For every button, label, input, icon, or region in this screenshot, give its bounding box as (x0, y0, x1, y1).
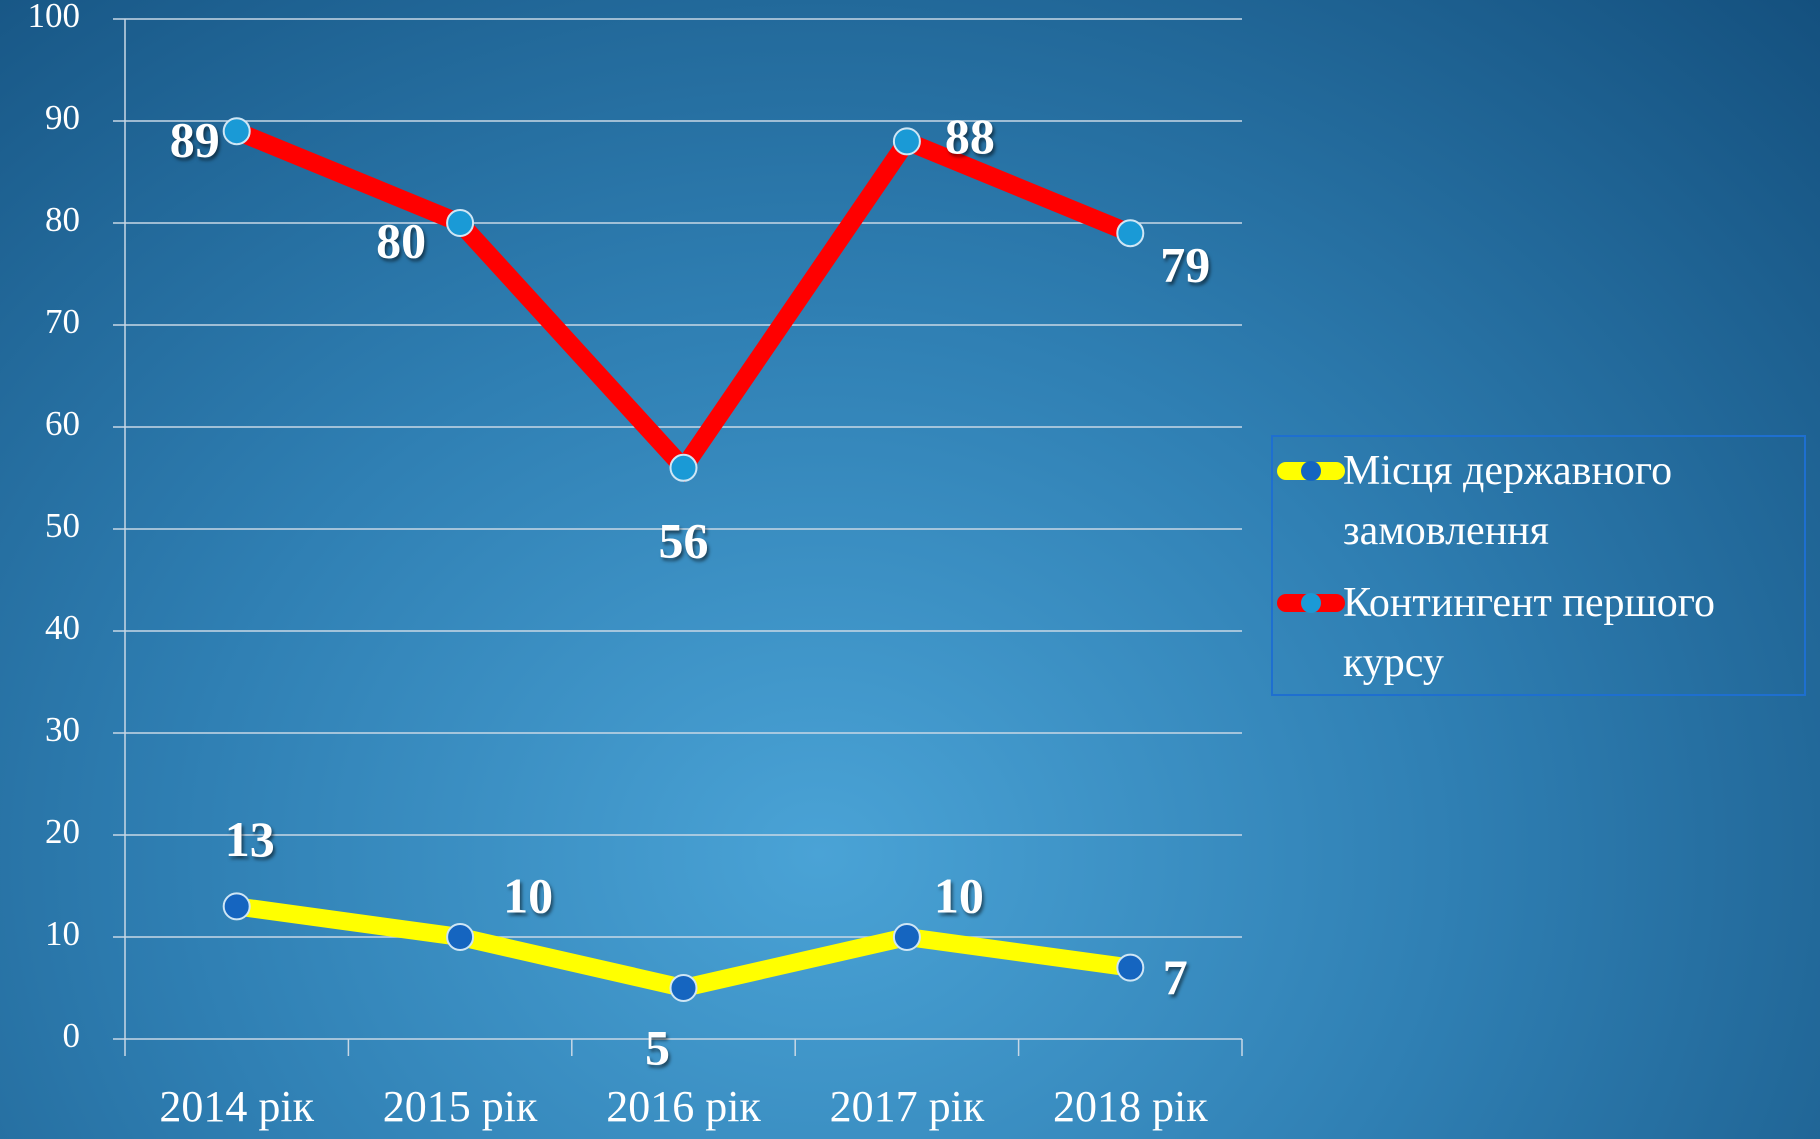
y-tick-label: 100 (28, 0, 81, 35)
data-label: 80 (376, 212, 426, 268)
marker (222, 892, 251, 921)
y-tick-label: 80 (45, 200, 80, 239)
x-tick-label: 2017 рік (830, 1082, 985, 1131)
marker (1116, 219, 1145, 248)
legend-swatch (1277, 593, 1345, 613)
legend: Місця державного замовлення Контингент пе… (1271, 435, 1806, 696)
x-tick-label: 2016 рік (606, 1082, 761, 1131)
x-tick-label: 2015 рік (383, 1082, 538, 1131)
marker (669, 453, 698, 482)
data-label: 7 (1163, 949, 1188, 1005)
marker (222, 117, 251, 146)
y-tick-label: 30 (45, 710, 80, 749)
data-label: 79 (1160, 237, 1210, 293)
series-line (233, 122, 1134, 483)
y-tick-label: 0 (63, 1016, 81, 1055)
marker (446, 209, 475, 237)
y-tick-label: 40 (45, 608, 80, 647)
marker (669, 974, 698, 1002)
legend-swatch (1277, 461, 1345, 481)
legend-marker (1301, 593, 1321, 613)
y-tick-label: 90 (45, 98, 80, 137)
x-tick-label: 2014 рік (159, 1082, 314, 1131)
legend-label: Місця державного замовлення (1343, 448, 1673, 554)
marker (892, 923, 921, 951)
legend-entry: Місця державного замовлення (1273, 441, 1804, 561)
data-label: 10 (934, 867, 984, 923)
marker (446, 923, 475, 951)
y-tick-label: 20 (45, 812, 80, 851)
legend-entry: Контингент першого курсу (1273, 573, 1804, 693)
data-label: 88 (945, 108, 995, 164)
marker (1116, 953, 1145, 982)
marker (892, 127, 921, 156)
y-tick-label: 50 (45, 506, 80, 545)
y-tick-label: 10 (45, 914, 80, 953)
x-tick-label: 2018 рік (1053, 1082, 1208, 1131)
data-label: 89 (170, 112, 220, 168)
y-tick-label: 70 (45, 302, 80, 341)
legend-marker (1301, 461, 1321, 481)
data-label: 10 (503, 867, 553, 923)
data-label: 13 (225, 811, 275, 867)
legend-label: Контингент першого курсу (1343, 580, 1715, 686)
data-label: 5 (645, 1019, 670, 1075)
data-label: 56 (659, 512, 709, 568)
y-tick-label: 60 (45, 404, 80, 443)
